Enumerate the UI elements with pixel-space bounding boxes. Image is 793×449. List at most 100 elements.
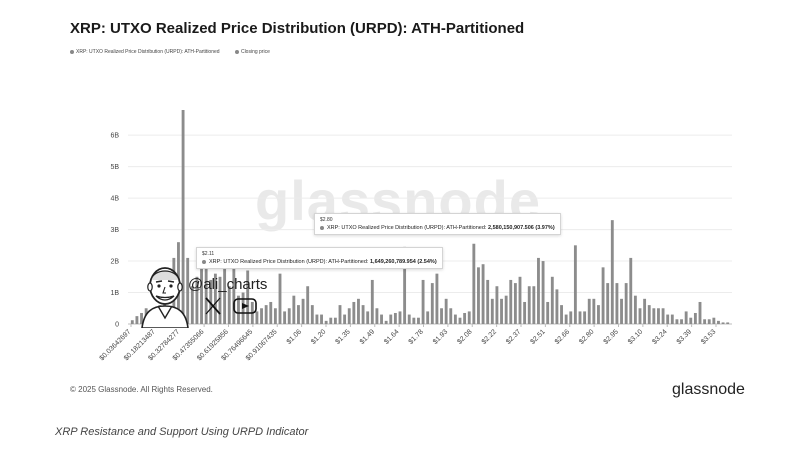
bar[interactable] xyxy=(352,301,356,324)
bar[interactable] xyxy=(449,308,453,324)
bar[interactable] xyxy=(333,317,337,324)
bar[interactable] xyxy=(384,320,388,324)
bar[interactable] xyxy=(453,314,457,324)
bar[interactable] xyxy=(638,308,642,324)
bar[interactable] xyxy=(726,322,730,324)
bar[interactable] xyxy=(315,314,319,324)
legend-item-closing-price[interactable]: Closing price xyxy=(234,49,270,55)
bar[interactable] xyxy=(260,308,263,324)
bar[interactable] xyxy=(301,298,305,324)
bar[interactable] xyxy=(717,320,720,324)
bar[interactable] xyxy=(181,110,185,324)
bar[interactable] xyxy=(657,308,660,324)
bar[interactable] xyxy=(375,308,379,324)
bar[interactable] xyxy=(615,283,619,324)
bar[interactable] xyxy=(329,317,333,324)
bar[interactable] xyxy=(606,283,610,324)
bar[interactable] xyxy=(675,319,679,324)
bar[interactable] xyxy=(393,312,397,324)
bar[interactable] xyxy=(661,308,665,324)
bar[interactable] xyxy=(550,276,554,324)
bar[interactable] xyxy=(620,298,623,324)
bar[interactable] xyxy=(680,319,683,324)
bar[interactable] xyxy=(380,314,383,324)
bar[interactable] xyxy=(246,270,250,325)
bar[interactable] xyxy=(555,289,559,324)
bar[interactable] xyxy=(347,308,351,324)
bar[interactable] xyxy=(541,261,545,324)
bar[interactable] xyxy=(366,311,370,324)
bar[interactable] xyxy=(546,301,550,324)
bar[interactable] xyxy=(287,308,291,324)
bar[interactable] xyxy=(610,220,614,324)
bar[interactable] xyxy=(403,246,407,324)
bar[interactable] xyxy=(357,298,360,324)
bar[interactable] xyxy=(324,320,328,324)
bar[interactable] xyxy=(578,311,582,324)
bar[interactable] xyxy=(297,305,300,324)
bar[interactable] xyxy=(186,257,190,324)
bar[interactable] xyxy=(278,273,282,324)
bar[interactable] xyxy=(670,314,674,324)
bar[interactable] xyxy=(135,316,139,324)
legend-item-urpd[interactable]: XRP: UTXO Realized Price Distribution (U… xyxy=(70,49,220,55)
bar[interactable] xyxy=(417,317,420,324)
bar[interactable] xyxy=(500,298,503,324)
bar[interactable] xyxy=(223,264,227,324)
bar[interactable] xyxy=(633,295,637,324)
bar[interactable] xyxy=(338,305,342,324)
bar[interactable] xyxy=(232,254,236,324)
bar[interactable] xyxy=(283,311,287,324)
bar[interactable] xyxy=(684,311,688,324)
bar[interactable] xyxy=(204,251,208,324)
bar[interactable] xyxy=(426,311,430,324)
bar[interactable] xyxy=(486,279,490,324)
bar[interactable] xyxy=(140,312,143,324)
bar[interactable] xyxy=(703,319,707,324)
bar[interactable] xyxy=(537,257,540,324)
bar[interactable] xyxy=(213,273,217,324)
bar[interactable] xyxy=(698,301,702,324)
bar[interactable] xyxy=(523,301,527,324)
bar[interactable] xyxy=(310,305,314,324)
bar[interactable] xyxy=(666,314,670,324)
bar[interactable] xyxy=(707,319,711,324)
bar[interactable] xyxy=(509,279,513,324)
bar[interactable] xyxy=(237,295,240,324)
bar[interactable] xyxy=(592,298,596,324)
bar[interactable] xyxy=(560,305,563,324)
bar[interactable] xyxy=(693,312,697,324)
bar[interactable] xyxy=(343,314,347,324)
bar[interactable] xyxy=(407,314,411,324)
bar[interactable] xyxy=(518,276,522,324)
bar[interactable] xyxy=(587,298,591,324)
bar[interactable] xyxy=(264,305,268,324)
bar[interactable] xyxy=(320,314,323,324)
bar[interactable] xyxy=(218,276,222,324)
bar[interactable] xyxy=(643,298,647,324)
bar[interactable] xyxy=(652,308,656,324)
bar[interactable] xyxy=(389,314,393,324)
bar[interactable] xyxy=(273,308,277,324)
bar[interactable] xyxy=(721,322,725,324)
bar[interactable] xyxy=(463,312,467,324)
x-logo-icon[interactable] xyxy=(205,297,221,315)
bar[interactable] xyxy=(458,317,462,324)
bar[interactable] xyxy=(195,276,199,324)
bar[interactable] xyxy=(444,298,448,324)
bar[interactable] xyxy=(689,317,693,324)
bar[interactable] xyxy=(269,301,273,324)
bar[interactable] xyxy=(361,305,365,324)
bar[interactable] xyxy=(495,286,499,324)
bar[interactable] xyxy=(421,279,425,324)
bar[interactable] xyxy=(412,317,416,324)
bar[interactable] xyxy=(292,295,296,324)
youtube-icon[interactable] xyxy=(233,298,257,314)
bar[interactable] xyxy=(227,286,231,324)
bar[interactable] xyxy=(601,267,605,324)
bar[interactable] xyxy=(513,283,517,324)
bar[interactable] xyxy=(467,311,471,324)
bar[interactable] xyxy=(430,283,434,324)
bar[interactable] xyxy=(624,283,628,324)
bar[interactable] xyxy=(490,298,494,324)
